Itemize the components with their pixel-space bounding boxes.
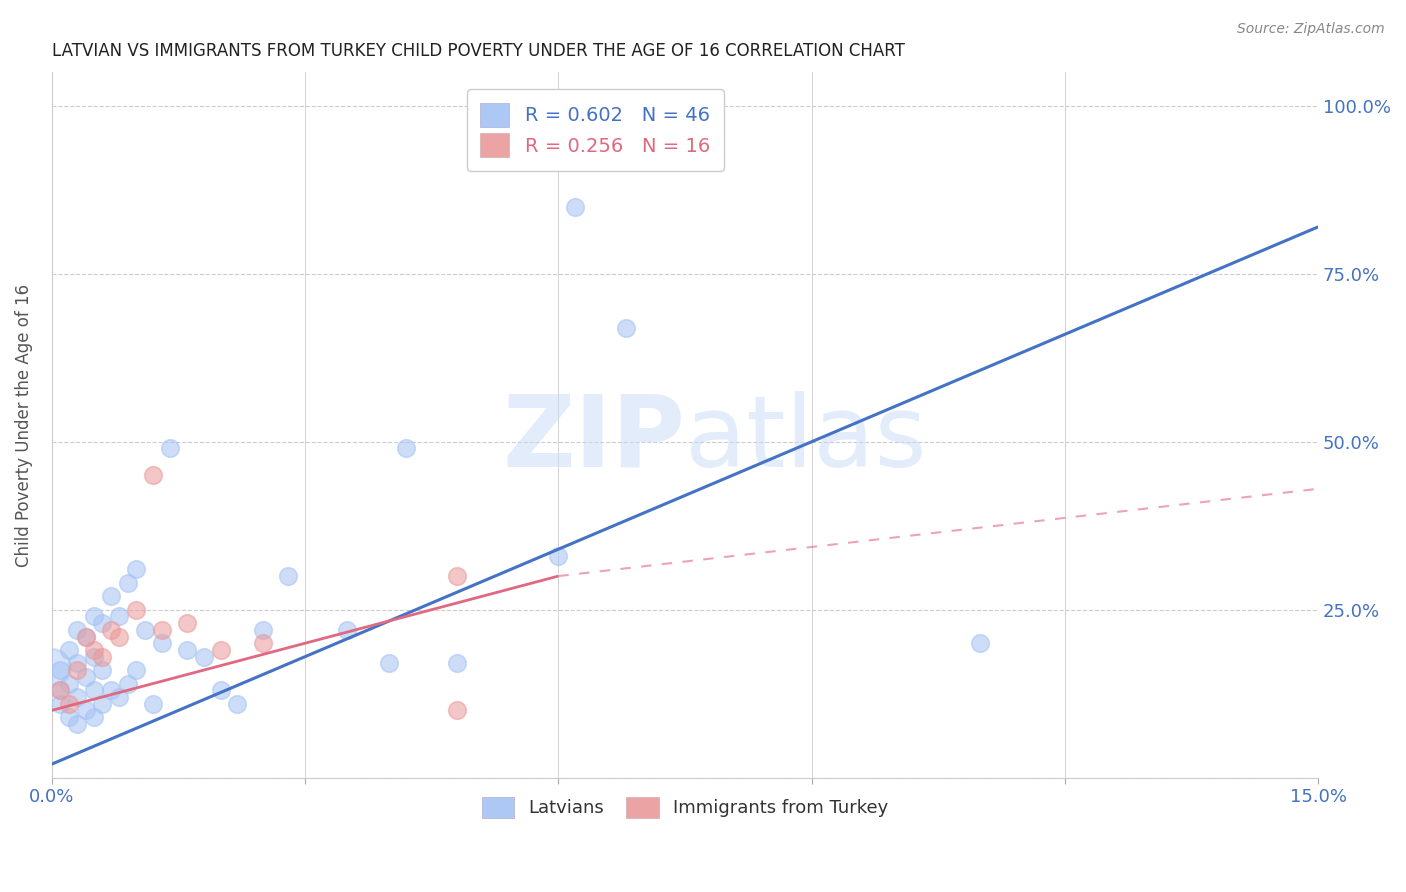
Point <box>91 697 114 711</box>
Point <box>446 569 468 583</box>
Point <box>969 636 991 650</box>
Point <box>226 697 249 711</box>
Point <box>66 716 89 731</box>
Point <box>75 630 97 644</box>
Text: Source: ZipAtlas.com: Source: ZipAtlas.com <box>1237 22 1385 37</box>
Y-axis label: Child Poverty Under the Age of 16: Child Poverty Under the Age of 16 <box>15 284 32 566</box>
Point <box>117 676 139 690</box>
Point <box>134 623 156 637</box>
Point <box>547 549 569 563</box>
Point <box>277 569 299 583</box>
Point <box>58 697 80 711</box>
Point <box>91 616 114 631</box>
Point <box>176 616 198 631</box>
Point <box>395 442 418 456</box>
Point <box>83 609 105 624</box>
Legend: Latvians, Immigrants from Turkey: Latvians, Immigrants from Turkey <box>474 789 896 825</box>
Point <box>252 636 274 650</box>
Point <box>125 663 148 677</box>
Point <box>446 703 468 717</box>
Point <box>117 575 139 590</box>
Point <box>142 697 165 711</box>
Point <box>193 649 215 664</box>
Point <box>125 562 148 576</box>
Text: atlas: atlas <box>685 391 927 488</box>
Point <box>108 690 131 704</box>
Point <box>66 657 89 671</box>
Point <box>66 663 89 677</box>
Point <box>66 690 89 704</box>
Point <box>91 663 114 677</box>
Point <box>150 623 173 637</box>
Point <box>49 683 72 698</box>
Point <box>142 468 165 483</box>
Point <box>58 643 80 657</box>
Point <box>49 663 72 677</box>
Point <box>58 710 80 724</box>
Point <box>41 659 63 673</box>
Point <box>176 643 198 657</box>
Point <box>100 589 122 603</box>
Point <box>83 710 105 724</box>
Point <box>564 200 586 214</box>
Point <box>446 657 468 671</box>
Point <box>91 649 114 664</box>
Point <box>209 643 232 657</box>
Point <box>75 670 97 684</box>
Point <box>49 697 72 711</box>
Point <box>108 630 131 644</box>
Point <box>378 657 401 671</box>
Point <box>100 683 122 698</box>
Point <box>614 320 637 334</box>
Text: ZIP: ZIP <box>502 391 685 488</box>
Point <box>150 636 173 650</box>
Point <box>75 630 97 644</box>
Point <box>100 623 122 637</box>
Point <box>336 623 359 637</box>
Point <box>75 703 97 717</box>
Point <box>125 602 148 616</box>
Point <box>83 643 105 657</box>
Point <box>159 442 181 456</box>
Point <box>66 623 89 637</box>
Point <box>83 683 105 698</box>
Point <box>209 683 232 698</box>
Point <box>58 676 80 690</box>
Text: LATVIAN VS IMMIGRANTS FROM TURKEY CHILD POVERTY UNDER THE AGE OF 16 CORRELATION : LATVIAN VS IMMIGRANTS FROM TURKEY CHILD … <box>52 42 904 60</box>
Point <box>49 683 72 698</box>
Point <box>252 623 274 637</box>
Point <box>108 609 131 624</box>
Point <box>83 649 105 664</box>
